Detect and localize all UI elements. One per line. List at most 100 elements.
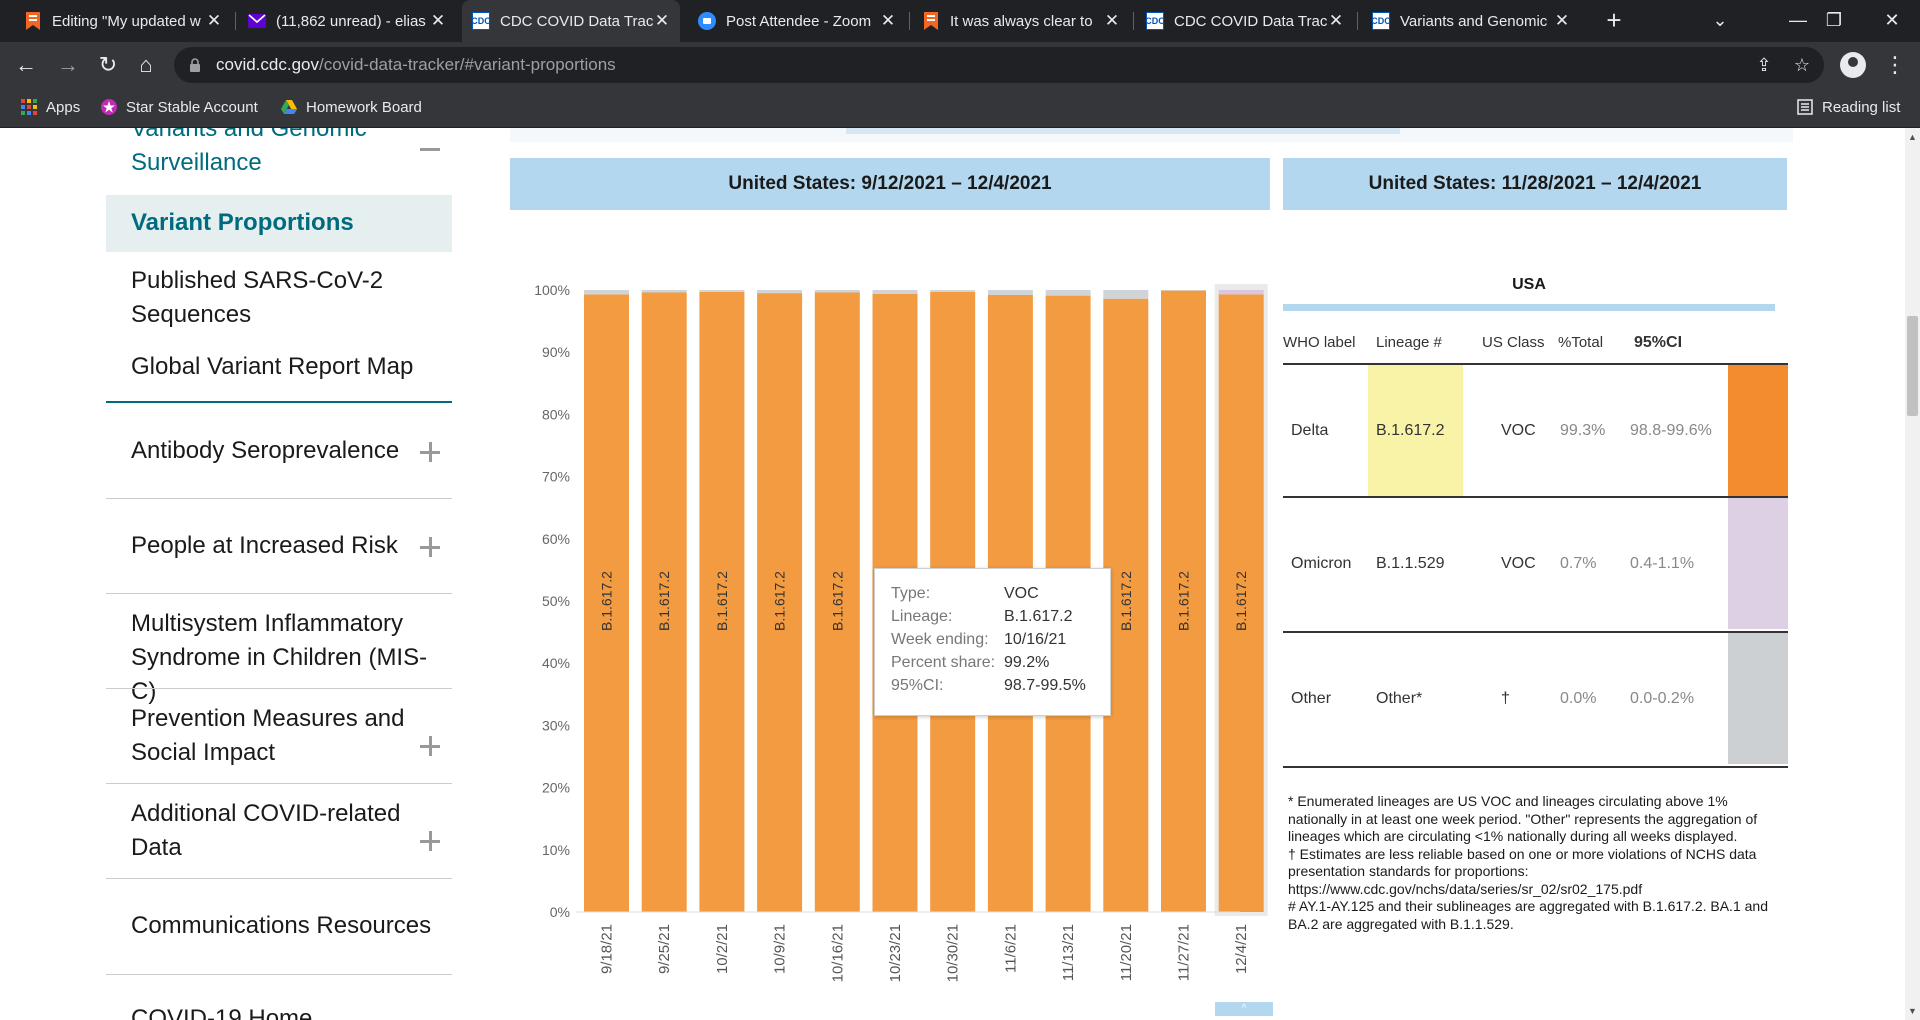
sidebar-item-antibody-seroprevalence[interactable]: Antibody Seroprevalence xyxy=(106,434,452,468)
expand-plus-icon[interactable] xyxy=(420,537,440,557)
sidebar-item-global-variant-map[interactable]: Global Variant Report Map xyxy=(106,350,452,384)
footnote-enumerated: * Enumerated lineages are US VOC and lin… xyxy=(1288,793,1758,844)
expand-plus-icon[interactable] xyxy=(420,831,440,851)
close-window-button[interactable]: ✕ xyxy=(1884,10,1900,30)
bar-segment-b-1-1-529[interactable] xyxy=(1218,290,1264,295)
browser-tab[interactable]: (11,862 unread) - elias ✕ xyxy=(238,0,456,42)
bar-label: B.1.617.2 xyxy=(1233,571,1249,631)
minimize-button[interactable]: — xyxy=(1789,10,1807,30)
bookmark-apps[interactable]: Apps xyxy=(20,88,80,126)
y-tick-label: 80% xyxy=(542,406,570,422)
sidebar-item-label: COVID-19 Home xyxy=(131,1005,313,1020)
table-rule xyxy=(1283,496,1788,498)
reading-list-button[interactable]: Reading list xyxy=(1796,88,1900,126)
share-icon[interactable]: ⇪ xyxy=(1756,55,1772,75)
bar-segment-other[interactable] xyxy=(584,290,629,295)
google-drive-icon xyxy=(281,100,297,114)
expand-plus-icon[interactable] xyxy=(420,442,440,462)
bar-segment-b-1-617-2[interactable] xyxy=(699,291,745,913)
sidebar-item-label: Communications Resources xyxy=(131,912,432,939)
browser-tab[interactable]: CDC CDC COVID Data Track ✕ xyxy=(462,0,680,42)
bar-segment-other[interactable] xyxy=(872,290,918,294)
bar-segment-other[interactable] xyxy=(987,290,1033,295)
tab-close-icon[interactable]: ✕ xyxy=(430,11,446,30)
bar-segment-other[interactable] xyxy=(814,290,860,293)
bookmark-star-stable[interactable]: Star Stable Account xyxy=(100,88,258,126)
bar-segment-other[interactable] xyxy=(1103,290,1149,299)
bar-segment-b-1-617-2[interactable] xyxy=(1161,290,1206,912)
y-tick-label: 90% xyxy=(542,344,570,360)
viz-scroll-tab[interactable]: ^ xyxy=(1215,1002,1273,1016)
x-tick-label: 10/30/21 xyxy=(945,924,962,982)
tab-close-icon[interactable]: ✕ xyxy=(1104,11,1120,30)
page-content: Variants and Genomic Surveillance Varian… xyxy=(0,128,1905,1020)
forward-button[interactable]: → xyxy=(57,52,79,77)
tab-search-icon[interactable]: ⌄ xyxy=(1712,10,1728,30)
sidebar-item-communications[interactable]: Communications Resources xyxy=(106,909,452,943)
bar-label: B.1.617.2 xyxy=(1118,571,1134,631)
scroll-up-arrow[interactable]: ▲ xyxy=(1908,132,1917,142)
bar-segment-b-1-617-2[interactable] xyxy=(641,292,687,912)
browser-tab[interactable]: It was always clear to ✕ xyxy=(912,0,1130,42)
browser-tab[interactable]: Editing "My updated w ✕ xyxy=(14,0,232,42)
scroll-thumb[interactable] xyxy=(1907,316,1918,416)
browser-menu-icon[interactable]: ⋮ xyxy=(1884,52,1906,77)
browser-tab[interactable]: CDC CDC COVID Data Track ✕ xyxy=(1136,0,1354,42)
x-tick-label: 9/25/21 xyxy=(656,924,673,974)
profile-avatar[interactable] xyxy=(1840,52,1866,78)
bar-segment-b-1-617-2[interactable] xyxy=(814,292,860,912)
sidebar-item-additional-data[interactable]: Additional COVID-related Data xyxy=(106,797,452,865)
back-button[interactable]: ← xyxy=(15,52,37,77)
bookmark-star-icon[interactable]: ☆ xyxy=(1793,55,1811,75)
bar-segment-b-1-617-2[interactable] xyxy=(757,293,803,912)
variant-color-swatch xyxy=(1728,498,1788,629)
right-table-header-text: United States: 11/28/2021 – 12/4/2021 xyxy=(1368,173,1702,194)
tab-close-icon[interactable]: ✕ xyxy=(880,11,896,30)
sidebar-item-mis-c[interactable]: Multisystem Inflammatory Syndrome in Chi… xyxy=(106,607,452,709)
divider xyxy=(106,974,452,975)
bookmark-homework-board[interactable]: Homework Board xyxy=(280,88,422,126)
expand-plus-icon[interactable] xyxy=(420,736,440,756)
tab-separator xyxy=(909,12,910,30)
tab-title: CDC COVID Data Track xyxy=(1174,12,1328,30)
sidebar-item-label: Global Variant Report Map xyxy=(131,353,414,380)
bar-segment-other[interactable] xyxy=(641,290,687,293)
home-button[interactable]: ⌂ xyxy=(139,52,153,77)
bar-segment-b-1-617-2[interactable] xyxy=(584,294,629,912)
sidebar-item-published-sequences[interactable]: Published SARS-CoV-2 Sequences xyxy=(106,264,452,332)
reload-button[interactable]: ↻ xyxy=(98,52,118,77)
scroll-down-arrow[interactable]: ▼ xyxy=(1908,1006,1917,1016)
bar-segment-other[interactable] xyxy=(1161,290,1206,291)
table-cell-us-class: VOC xyxy=(1501,421,1536,439)
address-bar[interactable]: covid.cdc.gov/covid-data-tracker/#varian… xyxy=(174,47,1824,83)
sidebar-item-prevention-measures[interactable]: Prevention Measures and Social Impact xyxy=(106,702,452,770)
sidebar-item-variants-genomic-surveillance[interactable]: Variants and Genomic Surveillance xyxy=(106,128,452,180)
tab-close-icon[interactable]: ✕ xyxy=(206,11,222,30)
collapse-minus-icon[interactable] xyxy=(420,148,440,151)
sidebar-item-variant-proportions[interactable]: Variant Proportions xyxy=(106,195,452,252)
tab-close-icon[interactable]: ✕ xyxy=(1328,11,1344,30)
table-region-title: USA xyxy=(1512,276,1546,293)
tab-close-icon[interactable]: ✕ xyxy=(654,11,670,30)
browser-tab[interactable]: Post Attendee - Zoom ✕ xyxy=(688,0,906,42)
bar-segment-other[interactable] xyxy=(1045,290,1091,296)
new-tab-button[interactable]: + xyxy=(1606,5,1622,35)
bar-segment-b-1-617-2[interactable] xyxy=(1218,294,1264,912)
sidebar-item-people-increased-risk[interactable]: People at Increased Risk xyxy=(106,529,452,563)
divider xyxy=(106,783,452,784)
restore-button[interactable]: ❐ xyxy=(1825,10,1843,30)
col-header-who-label: WHO label xyxy=(1283,334,1356,351)
divider xyxy=(106,498,452,499)
reading-list-label: Reading list xyxy=(1822,98,1901,116)
bar-segment-other[interactable] xyxy=(699,290,745,292)
sidebar-item-covid-home[interactable]: COVID-19 Home xyxy=(106,1002,452,1020)
bar-segment-other[interactable] xyxy=(930,290,976,292)
bookmark-orange-icon xyxy=(24,12,42,30)
page-scrollbar[interactable]: ▲ ▼ xyxy=(1905,128,1920,1020)
y-tick-label: 20% xyxy=(542,780,570,796)
left-chart-header: United States: 9/12/2021 – 12/4/2021 xyxy=(510,158,1270,210)
tab-close-icon[interactable]: ✕ xyxy=(1554,11,1570,30)
browser-tab[interactable]: CDC Variants and Genomic ✕ xyxy=(1362,0,1580,42)
bar-segment-other[interactable] xyxy=(757,290,803,294)
lock-icon[interactable] xyxy=(188,58,202,72)
